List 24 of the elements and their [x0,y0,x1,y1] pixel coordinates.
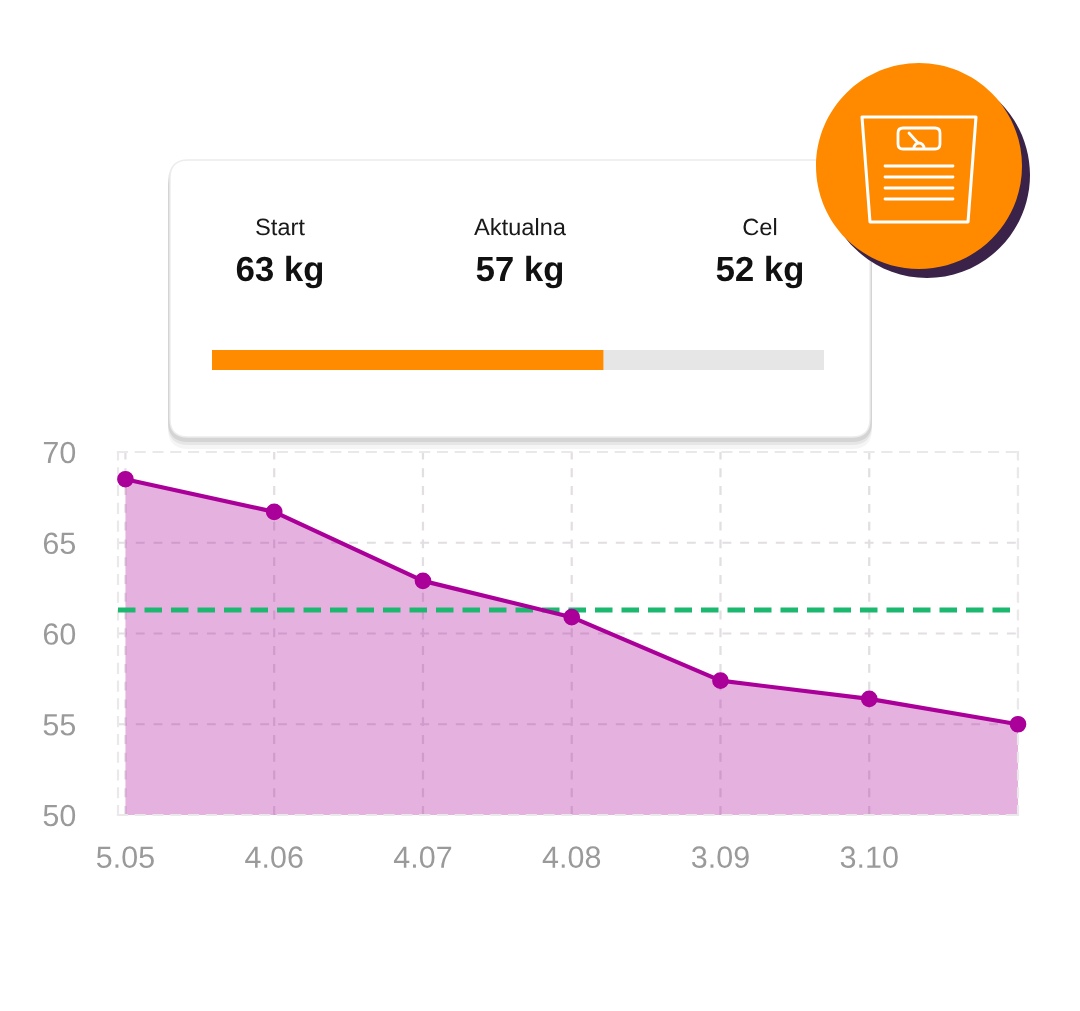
y-tick-label: 55 [43,714,76,736]
text: 63 kg [236,255,323,289]
point [712,672,729,690]
point [414,572,432,590]
x-tick-label: 4.06 [245,846,303,868]
x-tick-label: 4.07 [393,846,452,868]
point [265,503,283,521]
point [563,608,581,626]
y-tick-label: 60 [43,623,76,645]
y-tick-label: 65 [43,532,76,555]
y-tick-label: 70 [43,441,76,464]
point [1009,715,1027,733]
text: 57 kg [476,255,563,289]
x-tick-label: 3.10 [840,846,898,868]
text: 52 kg [716,255,803,289]
text: Aktualna [474,218,566,236]
y-tick-label: 50 [43,804,76,827]
x-tick-label: 5.05 [96,846,154,868]
x-tick-label: 4.08 [542,846,601,868]
text: Start [256,218,305,236]
text: Cel [743,218,777,236]
x-tick-label: 3.09 [691,846,749,868]
point [117,470,134,488]
point [860,690,878,708]
